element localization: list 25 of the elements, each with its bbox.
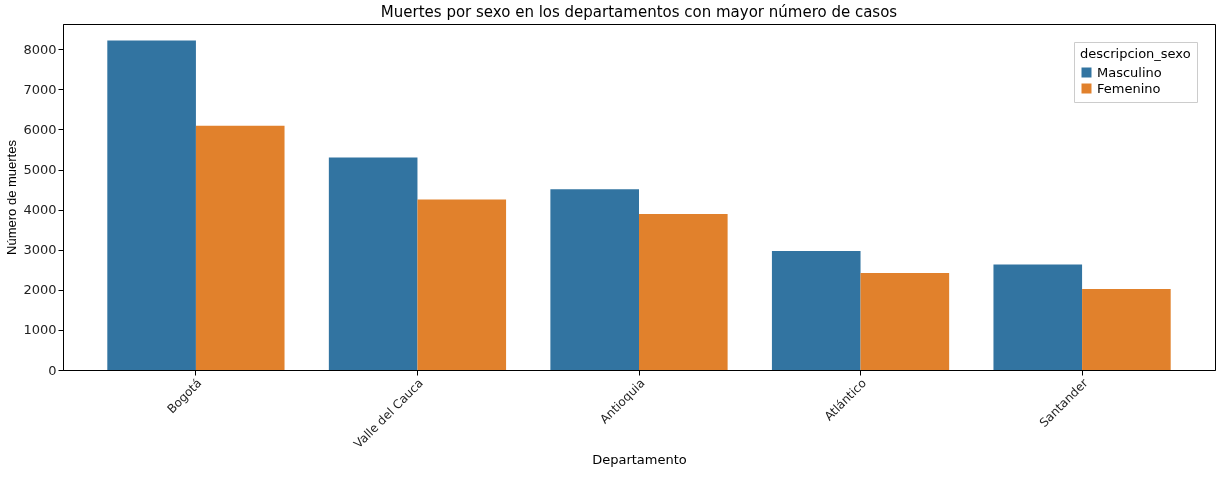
x-axis-title: Departamento bbox=[592, 452, 687, 468]
y-tick-label: 0 bbox=[48, 362, 57, 378]
y-tick-label: 7000 bbox=[23, 81, 57, 97]
y-tick-label: 3000 bbox=[23, 242, 57, 258]
y-tick-label: 6000 bbox=[23, 121, 57, 137]
y-tick-label: 4000 bbox=[23, 202, 57, 218]
bar bbox=[195, 125, 285, 370]
y-tick-label: 5000 bbox=[23, 162, 57, 178]
y-tick-label: 2000 bbox=[23, 282, 57, 298]
bar bbox=[107, 40, 196, 370]
bar bbox=[328, 157, 418, 370]
bar bbox=[417, 199, 507, 370]
bar bbox=[993, 264, 1083, 370]
bar bbox=[639, 214, 728, 370]
legend-label: Masculino bbox=[1097, 64, 1162, 80]
y-tick-label: 8000 bbox=[23, 41, 57, 57]
bar bbox=[1082, 289, 1171, 370]
bar bbox=[771, 250, 861, 370]
bar bbox=[860, 272, 950, 370]
chart-title: Muertes por sexo en los departamentos con mayor número de casos bbox=[380, 3, 898, 21]
bar bbox=[550, 189, 639, 370]
legend-title: descripcion_sexo bbox=[1080, 46, 1191, 61]
y-tick-label: 1000 bbox=[23, 322, 57, 338]
y-axis-title: Número de muertes bbox=[4, 139, 20, 255]
legend-label: Femenino bbox=[1097, 80, 1161, 96]
